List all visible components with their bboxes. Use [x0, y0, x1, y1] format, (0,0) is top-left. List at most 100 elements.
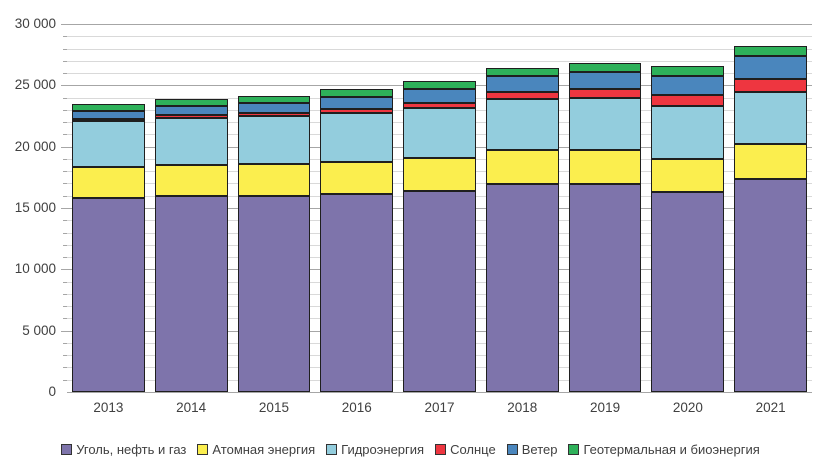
y-axis-tick [63, 158, 67, 160]
bar-slot-2019 [564, 24, 647, 392]
stacked-bar-2014 [154, 99, 228, 392]
legend-swatch [435, 444, 447, 455]
legend-item: Уголь, нефть и газ [61, 442, 186, 457]
x-tick-label: 2019 [590, 400, 621, 415]
y-axis-tick [63, 342, 67, 344]
legend-label: Солнце [450, 442, 496, 457]
bar-segment [72, 118, 145, 121]
bar-segment [320, 96, 394, 109]
gridline-major [67, 24, 812, 25]
y-tick-label: 20 000 [14, 138, 56, 154]
bar-segment [568, 184, 642, 392]
plot-area [67, 24, 812, 393]
y-tick-label: 30 000 [14, 16, 56, 31]
x-tick-label: 2014 [176, 400, 207, 415]
y-axis-tick [63, 36, 67, 38]
bar-segment [734, 78, 808, 92]
bar-segment [651, 192, 725, 392]
y-axis-tick [63, 73, 67, 75]
x-tick-label: 2021 [755, 400, 786, 415]
y-axis-tick [63, 48, 67, 50]
bar-slot-2018 [481, 24, 564, 392]
bar-segment [734, 91, 808, 145]
bar-segment [651, 105, 725, 160]
x-tick-label: 2016 [341, 400, 372, 415]
x-tick-label: 2013 [93, 400, 124, 415]
y-axis-tick [63, 171, 67, 173]
bar-segment [734, 45, 808, 56]
y-tick-label: 10 000 [14, 261, 56, 277]
y-axis-tick [61, 269, 67, 271]
y-axis-tick [61, 85, 67, 87]
bar-segment [485, 92, 559, 100]
legend-swatch [568, 444, 580, 455]
bar-segment [485, 183, 559, 392]
bar-segment [485, 67, 559, 77]
legend-swatch [506, 444, 518, 455]
bar-segment [651, 66, 725, 76]
y-axis-tick [63, 281, 67, 283]
y-axis-tick [63, 355, 67, 357]
bar-segment [320, 108, 394, 113]
bar-segment [320, 161, 394, 194]
bar-segment [320, 89, 394, 97]
stacked-bar-2016 [320, 89, 394, 392]
bar-segment [568, 98, 642, 150]
bar-slot-2020 [646, 24, 729, 392]
legend-item: Гидроэнергия [326, 442, 424, 457]
bar-segment [237, 195, 311, 392]
bar-segment [651, 159, 725, 193]
stacked-bar-2018 [485, 67, 559, 392]
legend-label: Уголь, нефть и газ [76, 442, 187, 457]
y-axis-tick [63, 220, 67, 222]
y-axis-tick [63, 293, 67, 295]
stacked-bar-2017 [403, 80, 476, 392]
gridline-minor [67, 73, 812, 75]
y-axis-tick [61, 208, 67, 209]
bar-segment [403, 88, 476, 103]
legend-swatch [61, 444, 73, 455]
y-axis-tick [63, 97, 67, 99]
bar-segment [72, 110, 145, 119]
stacked-bar-2020 [651, 66, 725, 392]
x-axis: 2013 2014 2015 2016 2017 2018 2019 2020 2021 [67, 400, 812, 415]
bar-segment [237, 95, 311, 103]
bar-segment [734, 55, 808, 79]
y-axis-tick [61, 146, 67, 148]
x-tick-label: 2020 [672, 400, 703, 415]
bar-segment [237, 116, 311, 165]
bar-segment [651, 95, 725, 106]
legend-item: Геотермальная и биоэнергия [568, 442, 760, 457]
gridline-minor [67, 36, 812, 38]
x-tick-label: 2015 [258, 400, 289, 415]
x-tick-label: 2017 [424, 400, 455, 415]
legend-item: Атомная энергия [197, 442, 315, 457]
bar-segment [154, 165, 228, 197]
legend-item: Солнце [435, 442, 496, 457]
stacked-bar-2021 [734, 45, 808, 392]
bar-segment [403, 108, 476, 159]
bar-segment [154, 99, 228, 107]
y-tick-label: 15 000 [14, 200, 56, 215]
gridline-minor [67, 48, 812, 50]
y-axis-tick [63, 232, 67, 234]
y-axis-tick [63, 60, 67, 62]
bar-segment [320, 112, 394, 162]
bar-segment [568, 149, 642, 185]
bar-segment [154, 115, 228, 118]
bar-segment [154, 117, 228, 166]
legend-label: Гидроэнергия [341, 442, 425, 457]
bar-segment [568, 71, 642, 90]
y-axis-tick [61, 330, 67, 332]
legend-swatch [326, 444, 338, 455]
y-axis-tick [63, 257, 67, 259]
y-axis-tick [63, 183, 67, 185]
stacked-bar-2015 [237, 95, 311, 392]
legend: Уголь, нефть и газ Атомная энергия Гидроэн… [0, 442, 821, 457]
bar-segment [734, 178, 808, 392]
bar-segment [403, 190, 476, 392]
bars-layer [67, 24, 812, 392]
y-axis-tick [63, 109, 67, 111]
legend-label: Геотермальная и биоэнергия [583, 442, 760, 457]
